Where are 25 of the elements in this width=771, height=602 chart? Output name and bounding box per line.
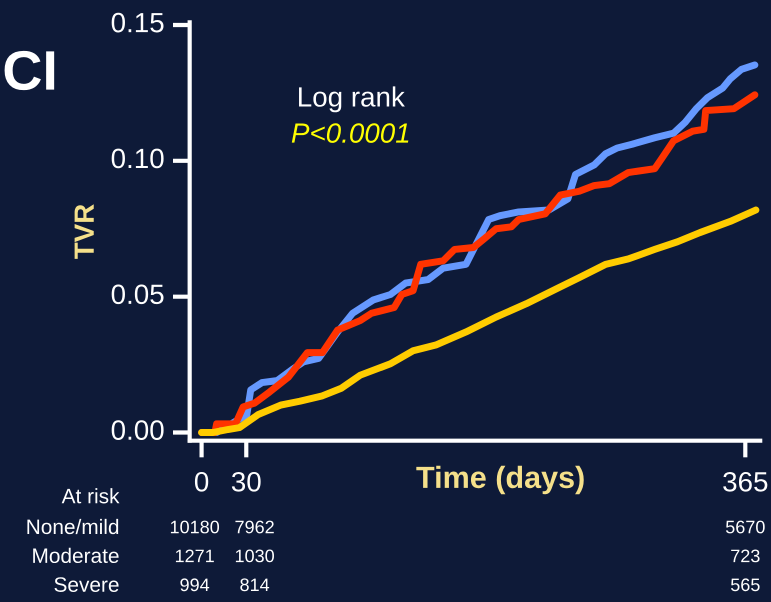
text: Moderate xyxy=(33,548,119,564)
y-tick-label: 0.05 xyxy=(112,284,164,304)
y-axis-title: TVR xyxy=(74,204,94,259)
text: 5670 xyxy=(726,520,765,534)
text: Severe xyxy=(54,577,119,592)
x-tick-label: 365 xyxy=(723,472,768,492)
x-tick-label: 30 xyxy=(232,472,261,492)
x-tick-label: 0 xyxy=(194,472,208,492)
text: 1271 xyxy=(176,550,214,562)
text: 565 xyxy=(730,578,760,592)
text: CI xyxy=(4,50,54,90)
text: None/mild xyxy=(27,518,118,534)
text: 10180 xyxy=(170,520,220,534)
annotation: P<0.0001 xyxy=(292,123,408,143)
x-axis-title: Time (days) xyxy=(416,466,584,494)
text: 994 xyxy=(180,578,210,592)
text: At risk xyxy=(62,488,120,504)
text: 723 xyxy=(731,550,760,562)
text: 7962 xyxy=(235,520,274,534)
y-tick-label: 0.00 xyxy=(112,420,164,440)
y-tick-label: 0.15 xyxy=(112,12,164,32)
text: 814 xyxy=(240,578,270,592)
text: 1030 xyxy=(236,550,274,562)
annotation: Log rank xyxy=(299,86,405,112)
y-tick-label: 0.10 xyxy=(112,148,164,168)
